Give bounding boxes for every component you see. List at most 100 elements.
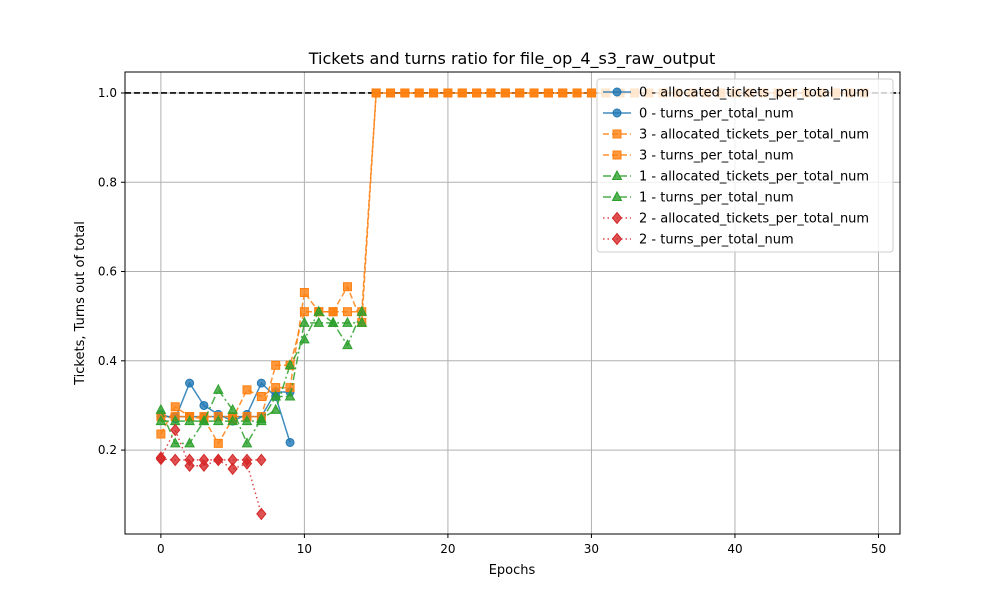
legend-marker <box>612 108 622 118</box>
data-point <box>299 307 309 317</box>
legend-box <box>596 78 894 253</box>
data-point <box>472 88 482 98</box>
legend-marker <box>612 87 622 97</box>
data-point <box>184 414 195 426</box>
legend-marker <box>611 190 623 201</box>
y-axis: 0.2 0.4 0.6 0.8 1.0 <box>98 86 125 457</box>
data-point <box>328 307 338 317</box>
data-point <box>184 437 195 448</box>
data-point <box>242 385 252 395</box>
y-tick-label: 0.6 <box>98 265 117 279</box>
legend-label: 1 - allocated_tickets_per_total_num <box>639 170 869 185</box>
y-tick-label: 0.2 <box>98 443 117 457</box>
data-point <box>486 88 496 98</box>
data-point <box>155 414 167 426</box>
data-point <box>386 88 396 98</box>
data-point <box>169 437 181 448</box>
data-point <box>515 88 525 98</box>
x-tick-label: 40 <box>727 542 742 556</box>
data-point <box>155 403 167 414</box>
data-point <box>558 88 568 98</box>
data-point <box>185 378 195 388</box>
legend-item: 1 - allocated_tickets_per_total_num <box>603 170 869 185</box>
legend-label: 2 - allocated_tickets_per_total_num <box>639 212 869 227</box>
data-point <box>543 88 553 98</box>
y-tick-label: 0.4 <box>98 354 117 368</box>
data-point <box>342 316 353 327</box>
data-point <box>256 392 266 402</box>
legend-marker <box>611 169 623 180</box>
x-tick-label: 30 <box>584 542 599 556</box>
data-point <box>586 88 596 98</box>
data-point <box>256 453 267 467</box>
y-tick-label: 0.8 <box>98 175 117 189</box>
legend-item: 2 - turns_per_total_num <box>603 233 794 248</box>
legend-marker <box>612 150 622 160</box>
data-point <box>299 288 309 298</box>
data-point <box>213 453 224 467</box>
legend-item: 3 - turns_per_total_num <box>603 149 794 164</box>
legend-label: 0 - turns_per_total_num <box>639 107 794 122</box>
data-point <box>356 316 368 327</box>
data-point <box>270 390 282 401</box>
legend-label: 2 - turns_per_total_num <box>639 233 794 248</box>
legend-label: 0 - allocated_tickets_per_total_num <box>639 86 869 101</box>
data-point <box>443 88 453 98</box>
legend-label: 3 - turns_per_total_num <box>639 149 794 164</box>
x-axis: 0 10 20 30 40 50 <box>157 534 886 556</box>
data-point <box>284 359 296 370</box>
series-5 <box>155 305 368 448</box>
data-point <box>457 88 467 98</box>
data-point <box>256 507 267 521</box>
legend-item: 2 - allocated_tickets_per_total_num <box>603 212 869 227</box>
data-point <box>241 414 253 426</box>
legend-marker <box>612 129 622 139</box>
data-point <box>572 88 582 98</box>
data-point <box>299 333 310 344</box>
series-line <box>160 310 363 446</box>
data-point <box>212 414 224 426</box>
data-point <box>342 307 352 317</box>
legend-label: 1 - turns_per_total_num <box>639 191 794 206</box>
data-point <box>212 383 224 394</box>
data-point <box>198 414 210 426</box>
data-point <box>241 437 253 448</box>
series-line <box>160 458 262 461</box>
data-point <box>170 402 180 412</box>
data-point <box>170 423 181 437</box>
data-point <box>256 412 267 423</box>
data-point <box>155 451 167 464</box>
data-point <box>313 316 325 327</box>
data-point <box>371 88 381 98</box>
data-point <box>271 383 281 393</box>
data-point <box>400 88 410 98</box>
x-tick-label: 20 <box>440 542 455 556</box>
chart-title: Tickets and turns ratio for file_op_4_s3… <box>308 49 716 69</box>
x-axis-label: Epochs <box>489 563 536 578</box>
data-point <box>342 339 353 350</box>
data-point <box>241 457 253 470</box>
data-point <box>198 459 210 472</box>
data-point <box>529 88 539 98</box>
legend: 0 - allocated_tickets_per_total_num 0 - t… <box>596 78 894 253</box>
legend-item: 0 - turns_per_total_num <box>603 107 794 122</box>
data-point <box>156 429 166 439</box>
legend-item: 1 - turns_per_total_num <box>603 191 794 206</box>
series-7 <box>155 423 267 521</box>
legend-label: 3 - allocated_tickets_per_total_num <box>639 128 869 143</box>
legend-item: 3 - allocated_tickets_per_total_num <box>603 128 869 143</box>
data-point <box>285 437 295 447</box>
data-point <box>213 438 223 448</box>
data-point <box>184 459 195 472</box>
data-point <box>170 453 181 467</box>
data-point <box>199 400 209 410</box>
data-point <box>227 414 238 426</box>
data-point <box>270 403 282 414</box>
plot-frame <box>124 71 901 535</box>
data-point <box>414 88 424 98</box>
legend-marker <box>611 232 623 246</box>
data-point <box>227 403 238 414</box>
legend-item: 0 - allocated_tickets_per_total_num <box>603 86 869 101</box>
data-point <box>271 360 281 370</box>
